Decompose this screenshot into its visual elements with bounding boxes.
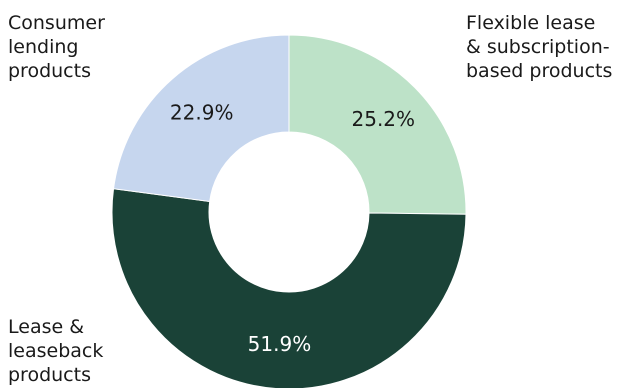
slice-flexible (288, 34, 467, 215)
data-label: 25.2% (352, 107, 416, 131)
category-label-consumer: Consumer lending products (8, 11, 105, 83)
slice-consumer (112, 34, 290, 203)
category-label-line: lending (8, 36, 79, 58)
data-label: 51.9% (248, 332, 312, 356)
data-label: 22.9% (170, 100, 234, 124)
category-label-line: Lease & (8, 316, 85, 338)
category-label-line: & subscription- (466, 36, 610, 58)
category-label-flexible: Flexible lease & subscription- based pro… (466, 11, 612, 83)
category-label-line: based products (466, 60, 613, 82)
category-label-lease: Lease & leaseback products (8, 315, 103, 387)
category-label-line: Consumer (8, 12, 105, 34)
slice-lease (111, 188, 467, 388)
category-label-line: Flexible lease (466, 12, 596, 34)
category-label-line: leaseback (8, 340, 104, 362)
category-label-line: products (8, 60, 91, 82)
category-label-line: products (8, 364, 91, 386)
